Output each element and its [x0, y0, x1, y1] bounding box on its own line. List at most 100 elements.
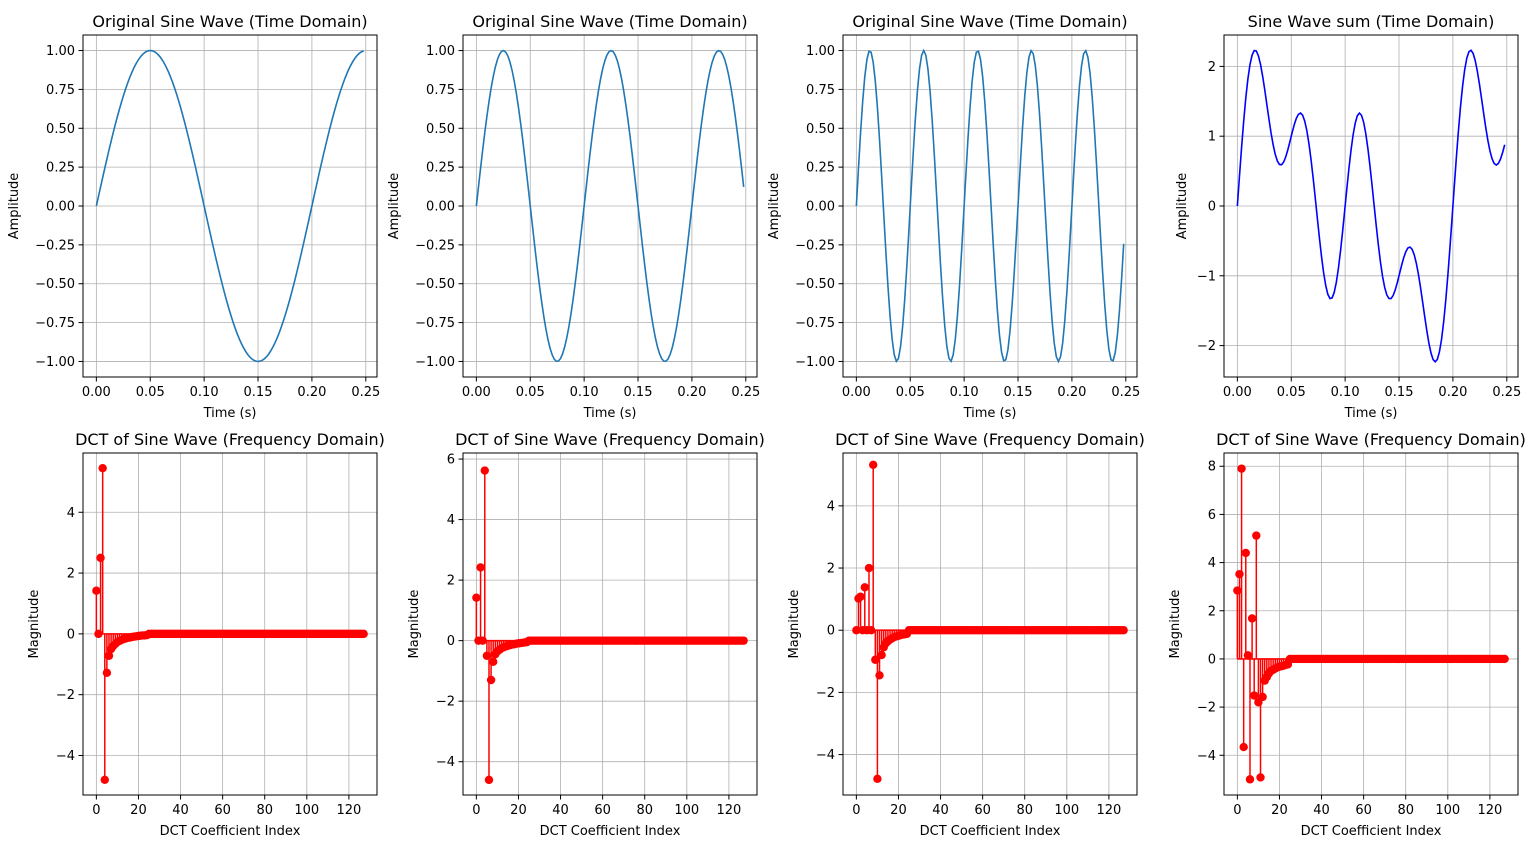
y-tick-label: 0.00: [46, 200, 75, 215]
y-tick-label: 4: [67, 506, 75, 521]
plot-area: [475, 49, 745, 363]
stem-marker: [92, 586, 101, 595]
y-axis-label: Amplitude: [7, 173, 22, 240]
stem-marker: [476, 563, 485, 572]
x-tick-label: 0.00: [842, 385, 871, 400]
y-tick-label: 0.75: [426, 83, 455, 98]
x-tick-label: 0.10: [190, 385, 219, 400]
stem-marker: [488, 657, 498, 667]
chart-title: DCT of Sine Wave (Frequency Domain): [455, 430, 765, 449]
x-tick-label: 0.15: [1004, 385, 1033, 400]
stem-marker: [98, 464, 107, 473]
x-tick-label: 0.00: [462, 385, 491, 400]
y-tick-label: 0: [1208, 200, 1216, 215]
x-axis-label: DCT Coefficient Index: [920, 824, 1061, 839]
x-tick-label: 120: [1477, 803, 1502, 818]
y-tick-label: −1.00: [795, 355, 835, 370]
y-tick-label: 0: [447, 634, 455, 649]
x-tick-label: 0.20: [677, 385, 706, 400]
x-tick-label: 0.25: [351, 385, 380, 400]
stem-marker: [478, 636, 487, 645]
y-tick-label: 1: [1208, 130, 1216, 145]
x-tick-label: 0.25: [1492, 385, 1521, 400]
x-tick-label: 0.05: [136, 385, 165, 400]
y-tick-label: 2: [67, 567, 75, 582]
stem-marker: [482, 651, 492, 660]
x-tick-label: 0.20: [297, 385, 326, 400]
y-tick-label: 0: [1208, 652, 1216, 667]
plot-area: [95, 49, 364, 363]
y-tick-label: 0.25: [806, 161, 835, 176]
stem-marker: [1247, 614, 1257, 623]
chart-time1: 0.00 0.05 0.10 0.15 0.20 0.25 −1.00 −0.75 −0.50 −…: [7, 12, 380, 421]
stem-marker: [472, 593, 481, 602]
y-tick-label: 0.50: [806, 122, 835, 137]
y-tick-label: 1.00: [46, 44, 75, 59]
y-tick-label: 0: [827, 624, 835, 639]
y-tick-label: −0.75: [35, 316, 75, 331]
y-tick-label: −0.25: [415, 238, 455, 253]
stem-marker: [1243, 651, 1253, 660]
y-tick-label: 4: [827, 499, 835, 514]
axes-frame: [462, 452, 758, 796]
stem-marker: [1500, 654, 1509, 664]
y-tick-label: 6: [1208, 508, 1216, 523]
x-tick-label: 0.05: [1277, 385, 1306, 400]
y-tick-label: 0.50: [46, 122, 75, 137]
stem-marker: [1239, 742, 1248, 752]
y-tick-label: −4: [1197, 749, 1216, 764]
x-tick-label: 0.05: [516, 385, 545, 400]
y-tick-label: −0.75: [795, 316, 835, 331]
y-tick-label: −4: [436, 755, 455, 770]
stem-marker: [1258, 692, 1267, 702]
axes-frame: [82, 452, 378, 796]
x-axis-label: Time (s): [1344, 406, 1398, 421]
axes-frame: [1223, 452, 1519, 796]
y-tick-label: 2: [827, 562, 835, 577]
x-tick-label: 0: [92, 803, 100, 818]
chart-title: Original Sine Wave (Time Domain): [852, 12, 1127, 31]
stem-marker: [877, 650, 886, 660]
plot-area: [852, 460, 1128, 784]
y-tick-label: 0.25: [426, 161, 455, 176]
y-tick-label: −1.00: [35, 355, 75, 370]
x-tick-label: 100: [1435, 803, 1460, 818]
x-tick-label: 40: [172, 803, 189, 818]
chart-time4: 0.00 0.05 0.10 0.15 0.20 0.25 −2 −1 0 1 2 Sine Wave…: [1175, 12, 1521, 421]
y-tick-label: 0.75: [46, 83, 75, 98]
series-line: [95, 49, 364, 363]
y-tick-label: 8: [1208, 460, 1216, 475]
stem-marker: [1241, 548, 1250, 558]
stem-marker: [1245, 775, 1255, 784]
chart-title: Sine Wave sum (Time Domain): [1248, 12, 1495, 31]
chart-title: DCT of Sine Wave (Frequency Domain): [75, 430, 385, 449]
stem-marker: [96, 553, 105, 563]
y-axis-label: Magnitude: [27, 590, 42, 659]
series-line: [475, 49, 745, 363]
x-tick-label: 120: [1096, 803, 1121, 818]
y-tick-label: 0: [67, 627, 75, 642]
stem-marker: [864, 563, 874, 573]
y-tick-label: 2: [447, 574, 455, 589]
x-tick-label: 0.20: [1057, 385, 1086, 400]
y-axis-label: Amplitude: [1175, 173, 1190, 240]
y-tick-label: −2: [816, 686, 835, 701]
stem-marker: [852, 626, 861, 635]
x-axis-label: DCT Coefficient Index: [1301, 824, 1442, 839]
x-tick-label: 0.10: [1331, 385, 1360, 400]
y-tick-label: −2: [436, 695, 455, 710]
x-tick-label: 120: [716, 803, 741, 818]
x-tick-label: 0.20: [1438, 385, 1467, 400]
y-tick-label: 0.00: [806, 200, 835, 215]
plot-area: [92, 464, 368, 784]
stem-marker: [1252, 531, 1261, 540]
y-tick-label: 2: [1208, 60, 1216, 75]
x-tick-label: 80: [1397, 803, 1414, 818]
x-tick-label: 40: [1313, 803, 1330, 818]
y-tick-label: −2: [56, 688, 75, 703]
y-tick-label: 1.00: [806, 44, 835, 59]
chart-time2: 0.00 0.05 0.10 0.15 0.20 0.25 −1.00 −0.75 −0.50 −…: [387, 12, 760, 421]
chart-dct1: 0 20 40 60 80 100 120 −4 −2 0 2 4 DCT of Sine Wave (…: [27, 430, 385, 839]
y-axis-label: Magnitude: [787, 590, 802, 659]
stem-marker: [739, 636, 748, 645]
